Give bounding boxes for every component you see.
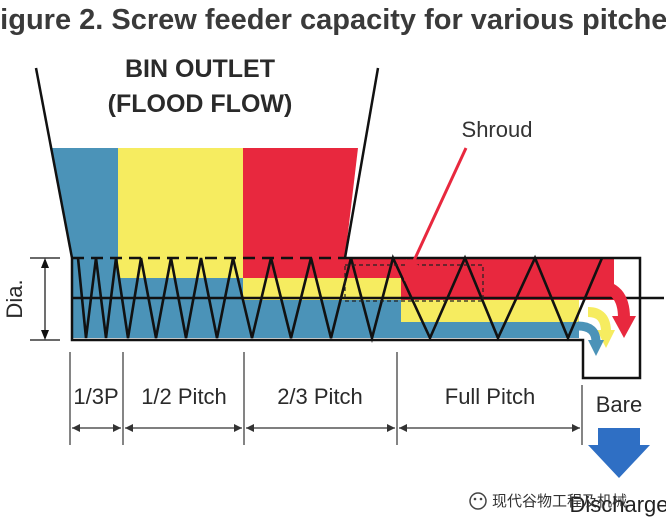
bin-zone-yellow [118,148,243,258]
hopper-wall-left [34,67,74,259]
discharge-flow-yellow-head [597,330,615,348]
bin-zone-red [243,148,358,258]
bare-label: Bare [596,392,642,417]
figure-title: Figure 2. Screw feeder capacity for vari… [0,4,666,36]
dia-label: Dia. [2,279,27,318]
discharge-label: Discharge [569,492,666,517]
segment-arrowheads [72,424,580,432]
discharge-arrow-icon [588,428,650,478]
shroud-label: Shroud [462,117,533,142]
discharge-flow-blue-head [588,340,604,356]
bin-outlet-label: BIN OUTLET [125,55,275,83]
discharge-flow-red-arrow [595,280,630,319]
shroud-dashed-box [344,264,484,302]
segment-label-full-pitch: Full Pitch [445,384,535,409]
segment-label-half-pitch: 1/2 Pitch [141,384,227,409]
dia-arrow-bottom [41,330,49,340]
trough-yellow-band-a [118,258,243,278]
discharge-flow-blue-arrow [577,321,601,343]
watermark-text: 现代谷物工程及机械 [492,492,627,510]
dia-arrow-top [41,258,49,268]
hopper-wall-right [343,67,380,259]
discharge-flow-yellow-arrow [587,307,611,333]
segment-dimensions [69,352,583,445]
watermark: 现代谷物工程及机械 [469,492,627,510]
wechat-icon [469,492,487,510]
trough-blue-band-c [72,300,401,322]
flood-flow-label: (FLOOD FLOW) [108,90,293,118]
trough-red-band-left [243,258,401,278]
screw-flights [76,254,604,344]
trough-blue-band-d [72,322,579,338]
trough-blue-band-b [72,278,243,300]
shroud-arrow-head [404,259,420,281]
shroud-arrow-line [410,147,468,266]
discharge-flow-red-head [612,316,636,338]
segment-label-two-thirds-pitch: 2/3 Pitch [277,384,363,409]
trough-red-band-full [401,258,614,300]
trough-outline [70,256,642,380]
bin-zone-blue [52,148,118,258]
segment-label-third-pitch: 1/3P [73,384,118,409]
